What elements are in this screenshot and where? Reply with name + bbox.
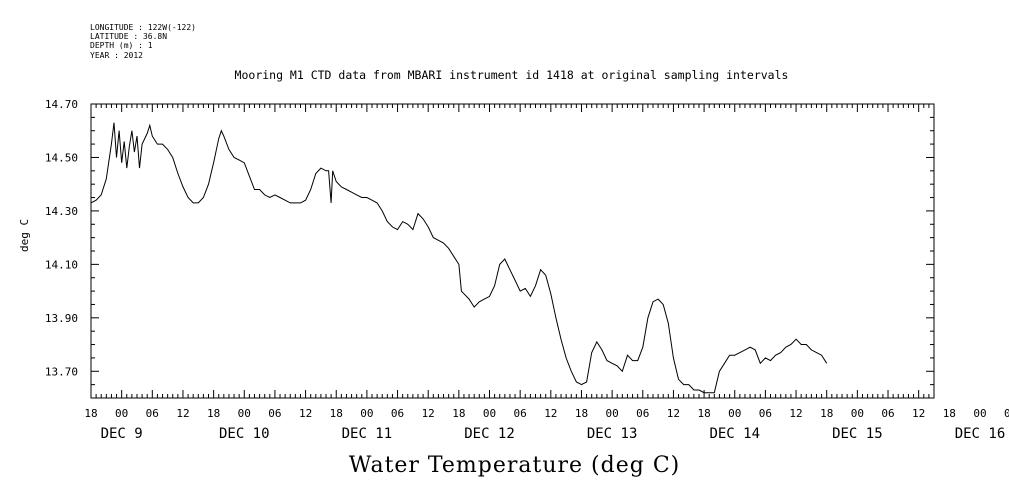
x-tick-label: 06 <box>759 407 772 420</box>
x-tick-label: 18 <box>943 407 956 420</box>
x-tick-label: 06 <box>636 407 649 420</box>
chart-title: Mooring M1 CTD data from MBARI instrumen… <box>234 68 789 82</box>
x-tick-label: 12 <box>667 407 680 420</box>
x-tick-label: 00 <box>360 407 373 420</box>
x-tick-label: 00 <box>973 407 986 420</box>
day-label: DEC 11 <box>342 426 393 442</box>
x-tick-label: 00 <box>238 407 251 420</box>
x-tick-label: 18 <box>575 407 588 420</box>
x-tick-label: 12 <box>789 407 802 420</box>
longitude-label: LONGITUDE : 122W(-122) <box>90 23 196 32</box>
plot-frame <box>90 103 935 399</box>
series-line <box>90 122 828 394</box>
axis-ticks <box>90 103 935 399</box>
x-tick-label: 12 <box>299 407 312 420</box>
latitude-label: LATITUDE : 36.8N <box>90 32 168 41</box>
day-label: DEC 16 <box>955 426 1006 442</box>
x-tick-label: 06 <box>146 407 159 420</box>
day-label: DEC 10 <box>219 426 270 442</box>
x-tick-label: 00 <box>728 407 741 420</box>
x-tick-label: 06 <box>514 407 527 420</box>
y-tick-label: 14.30 <box>45 205 78 218</box>
x-tick-label: 18 <box>820 407 833 420</box>
x-tick-label: 18 <box>207 407 220 420</box>
x-tick-label: 00 <box>851 407 864 420</box>
day-label: DEC 14 <box>709 426 760 442</box>
x-tick-label: 12 <box>544 407 557 420</box>
x-tick-label: 00 <box>115 407 128 420</box>
x-tick-label: 12 <box>422 407 435 420</box>
x-tick-label: 18 <box>84 407 97 420</box>
x-tick-label: 06 <box>268 407 281 420</box>
day-label: DEC 12 <box>464 426 515 442</box>
day-label: DEC 15 <box>832 426 883 442</box>
x-tick-label: 18 <box>452 407 465 420</box>
y-tick-label: 14.70 <box>45 98 78 111</box>
x-tick-label: 00 <box>606 407 619 420</box>
x-tick-label: 06 <box>1004 407 1009 420</box>
x-tick-label: 12 <box>176 407 189 420</box>
day-label: DEC 9 <box>101 426 143 442</box>
y-tick-label: 14.50 <box>45 151 78 164</box>
x-tick-label: 18 <box>697 407 710 420</box>
y-tick-label: 13.90 <box>45 312 78 325</box>
day-label: DEC 13 <box>587 426 638 442</box>
tick-labels: 13.70 13.90 14.10 14.30 14.50 14.70 18 00 06 12 18… <box>45 98 1009 442</box>
y-tick-label: 14.10 <box>45 258 78 271</box>
x-tick-label: 18 <box>330 407 343 420</box>
x-tick-label: 00 <box>483 407 496 420</box>
y-tick-label: 13.70 <box>45 365 78 378</box>
x-tick-label: 06 <box>391 407 404 420</box>
depth-label: DEPTH (m) : 1 <box>90 41 153 50</box>
x-tick-label: 06 <box>881 407 894 420</box>
x-axis-label: Water Temperature (deg C) <box>348 453 681 478</box>
x-tick-label: 12 <box>912 407 925 420</box>
year-label: YEAR : 2012 <box>90 51 143 60</box>
